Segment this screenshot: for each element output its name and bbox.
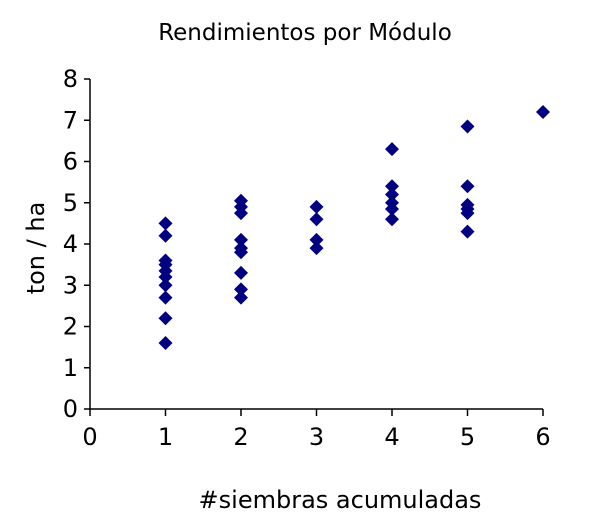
data-point xyxy=(234,290,248,305)
plot-area: 0 1 2 3 4 5 6 7 8 0 1 2 3 4 5 6 xyxy=(63,65,551,451)
y-tick-label: 5 xyxy=(63,189,78,217)
y-tick-label: 1 xyxy=(63,354,78,382)
data-point xyxy=(158,270,173,284)
data-point xyxy=(234,282,248,297)
y-tick-label: 3 xyxy=(63,271,78,299)
data-point xyxy=(385,142,399,157)
data-point xyxy=(385,212,399,227)
data-point xyxy=(460,224,475,239)
data-point xyxy=(234,232,248,247)
data-point xyxy=(158,228,173,243)
y-tick-label: 8 xyxy=(63,65,78,93)
x-tick-label: 5 xyxy=(460,423,475,451)
chart-title: Rendimientos por Módulo xyxy=(158,20,452,46)
data-point xyxy=(460,206,475,221)
data-point xyxy=(309,241,324,256)
data-point xyxy=(385,187,399,202)
y-tick-label: 4 xyxy=(63,230,78,258)
data-point xyxy=(460,179,475,194)
x-tick-label: 2 xyxy=(233,423,248,451)
data-point xyxy=(460,119,475,134)
y-tick-label: 2 xyxy=(63,313,78,341)
y-tick-label: 7 xyxy=(63,106,78,134)
data-point xyxy=(158,336,173,350)
x-tick-label: 3 xyxy=(309,423,324,451)
y-tick-label: 6 xyxy=(63,148,78,176)
data-point xyxy=(309,212,324,227)
y-tick-label: 0 xyxy=(63,395,78,423)
data-point xyxy=(385,179,399,194)
data-point xyxy=(158,311,173,326)
data-point xyxy=(536,105,550,119)
x-tick-label: 4 xyxy=(384,423,399,451)
data-point xyxy=(385,201,399,216)
data-point xyxy=(158,216,173,231)
data-point xyxy=(158,278,173,293)
data-point xyxy=(234,245,248,260)
data-point xyxy=(234,206,248,221)
data-point xyxy=(309,232,324,247)
data-point xyxy=(234,265,248,280)
y-axis-label: ton / ha xyxy=(22,202,50,295)
x-tick-label: 6 xyxy=(535,423,550,451)
data-point xyxy=(309,199,324,214)
x-tick-label: 1 xyxy=(158,423,173,451)
x-axis-label: #siembras acumuladas xyxy=(199,486,482,514)
x-tick-label: 0 xyxy=(82,423,97,451)
data-point xyxy=(158,290,173,305)
